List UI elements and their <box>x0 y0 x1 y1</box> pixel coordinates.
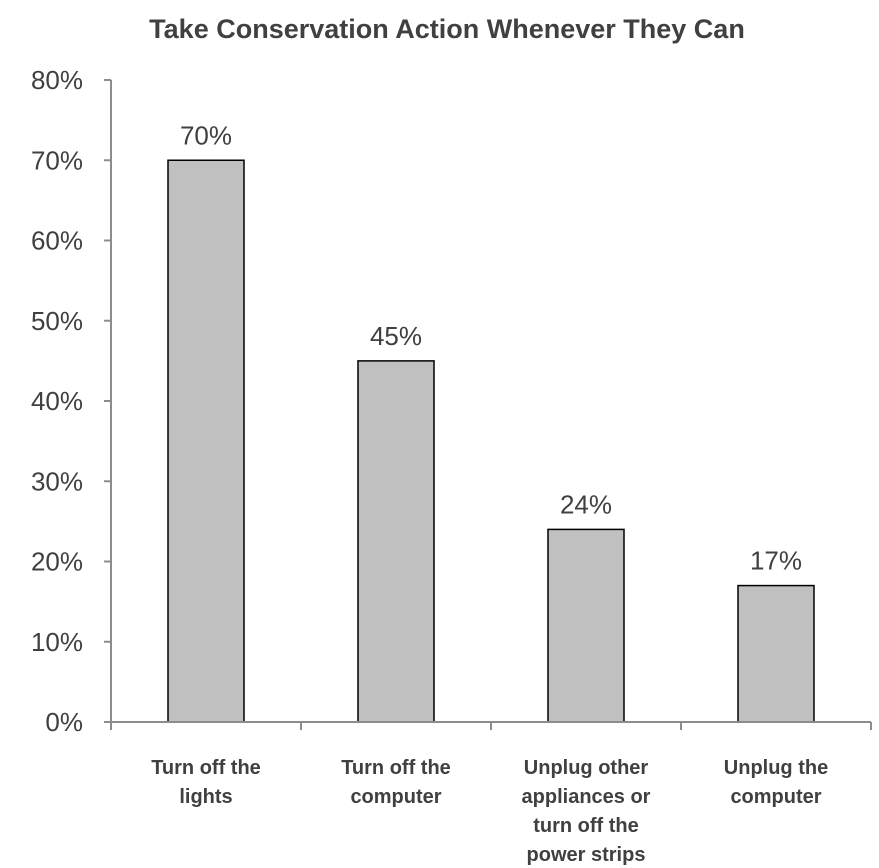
bar <box>547 528 625 723</box>
y-tick-label: 30% <box>31 466 83 496</box>
bars <box>167 159 815 723</box>
y-axis-ticks: 0% 10% 20% 30% 40% 50% 60% 70% 80% <box>31 65 83 737</box>
x-category-label: Turn off the lights <box>151 757 261 808</box>
data-label: 45% <box>370 321 422 351</box>
y-tick-label: 80% <box>31 65 83 95</box>
bar <box>167 159 245 723</box>
y-tick-label: 70% <box>31 145 83 175</box>
data-label: 24% <box>560 489 612 519</box>
value-labels: 70% 45% 24% 17% <box>180 120 802 575</box>
x-category-label: Unplug other appliances or turn off the pow… <box>522 757 651 866</box>
y-tick-label: 10% <box>31 627 83 657</box>
y-tick-label: 50% <box>31 306 83 336</box>
y-tick-label: 0% <box>45 707 83 737</box>
bar <box>357 360 435 723</box>
x-axis-categories: Turn off the lights Turn off the computer Un… <box>151 757 828 866</box>
data-label: 17% <box>750 546 802 576</box>
y-tick-label: 60% <box>31 226 83 256</box>
y-tick-label: 20% <box>31 547 83 577</box>
chart-title: Take Conservation Action Whenever They C… <box>149 14 745 44</box>
axes <box>104 79 872 730</box>
y-tick-label: 40% <box>31 386 83 416</box>
x-category-label: Turn off the computer <box>341 757 451 808</box>
x-category-label: Unplug the computer <box>724 757 828 808</box>
bar <box>737 584 815 723</box>
data-label: 70% <box>180 120 232 150</box>
